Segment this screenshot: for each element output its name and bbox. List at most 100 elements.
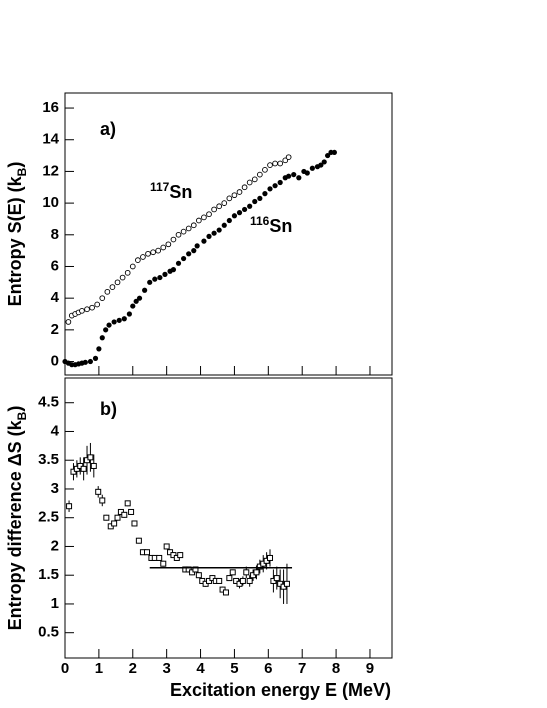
y-axis-label-end: ) — [5, 162, 25, 168]
data-point — [282, 157, 289, 164]
x-tick-label: 9 — [366, 660, 374, 677]
data-point — [119, 274, 126, 281]
data-point — [309, 165, 315, 171]
data-point — [160, 560, 167, 567]
panel-label: b) — [100, 399, 117, 419]
annotation-mass: 116 — [250, 214, 270, 228]
data-point — [185, 225, 192, 232]
data-point — [267, 554, 274, 561]
data-point — [111, 319, 117, 325]
data-point — [121, 316, 127, 322]
x-tick-label: 7 — [298, 660, 306, 677]
data-point — [246, 179, 253, 186]
data-point — [201, 214, 207, 221]
data-point — [221, 222, 227, 228]
data-point — [236, 189, 243, 195]
data-point — [211, 206, 217, 213]
data-point — [175, 231, 182, 238]
data-point — [241, 184, 248, 191]
data-point — [129, 263, 136, 270]
y-tick-label: 14 — [42, 131, 59, 148]
data-point — [156, 554, 163, 561]
y-tick-label: 3.5 — [38, 451, 59, 468]
y-tick-label: 16 — [42, 99, 59, 116]
data-point — [231, 192, 238, 199]
y-tick-label: 6 — [51, 257, 59, 274]
data-point — [89, 304, 95, 311]
data-point — [286, 173, 292, 179]
data-point — [262, 166, 268, 173]
data-point — [147, 279, 153, 285]
data-point — [165, 241, 172, 248]
data-point — [192, 566, 199, 573]
data-point — [247, 203, 253, 209]
data-point — [130, 303, 136, 309]
y-tick-label: 12 — [42, 162, 59, 179]
data-point — [109, 284, 116, 290]
data-point — [99, 295, 106, 302]
data-point — [226, 575, 233, 582]
data-point — [318, 162, 324, 168]
x-tick-label: 6 — [264, 660, 272, 677]
data-point — [96, 346, 102, 352]
y-tick-label: 0.5 — [38, 624, 59, 641]
data-point — [226, 217, 232, 224]
data-point — [144, 549, 151, 556]
data-point — [103, 327, 109, 333]
data-point — [267, 162, 273, 168]
data-point — [321, 159, 327, 165]
data-point — [103, 514, 110, 521]
data-point — [140, 254, 146, 260]
data-point — [236, 210, 243, 216]
data-point — [160, 244, 167, 251]
data-point — [229, 569, 236, 576]
data-point — [106, 322, 112, 328]
x-axis-label: Excitation energy E (MeV) — [170, 680, 391, 700]
data-point — [104, 288, 111, 295]
data-point — [99, 497, 106, 504]
y-tick-label: 8 — [51, 226, 59, 243]
data-point — [121, 511, 128, 518]
data-point — [128, 508, 135, 515]
data-point — [65, 319, 72, 325]
x-tick-label: 3 — [162, 660, 170, 677]
data-point — [252, 198, 258, 205]
series-annotation: 116Sn — [250, 214, 292, 236]
data-point — [304, 170, 310, 176]
data-point — [175, 260, 182, 266]
y-tick-label: 1 — [51, 595, 59, 612]
data-point — [95, 488, 102, 495]
data-point — [331, 149, 337, 156]
data-point — [277, 179, 283, 186]
data-point — [256, 171, 263, 178]
data-point — [194, 243, 200, 249]
annotation-element: Sn — [169, 182, 192, 202]
data-point — [285, 154, 292, 161]
data-point — [90, 462, 97, 469]
data-point — [190, 222, 197, 229]
data-point — [145, 250, 151, 257]
x-tick-label: 4 — [196, 660, 205, 677]
data-point — [124, 269, 131, 276]
data-point — [87, 454, 94, 461]
data-point — [206, 233, 212, 239]
data-point — [150, 249, 156, 256]
y-tick-label: 1.5 — [38, 566, 59, 583]
y-axis-label-sub: B — [15, 411, 29, 420]
data-point — [251, 176, 258, 183]
data-point — [181, 255, 187, 262]
data-point — [94, 301, 101, 308]
data-point — [152, 276, 158, 282]
data-point — [114, 514, 121, 521]
data-point — [92, 355, 99, 361]
data-point — [231, 213, 238, 219]
data-point — [325, 152, 331, 159]
data-point — [186, 251, 192, 257]
x-tick-label: 1 — [95, 660, 103, 677]
data-point — [142, 287, 148, 293]
data-point — [267, 186, 273, 192]
data-point — [262, 191, 268, 197]
data-point — [80, 465, 87, 472]
annotation-element: Sn — [269, 216, 292, 236]
data-point — [114, 279, 121, 286]
